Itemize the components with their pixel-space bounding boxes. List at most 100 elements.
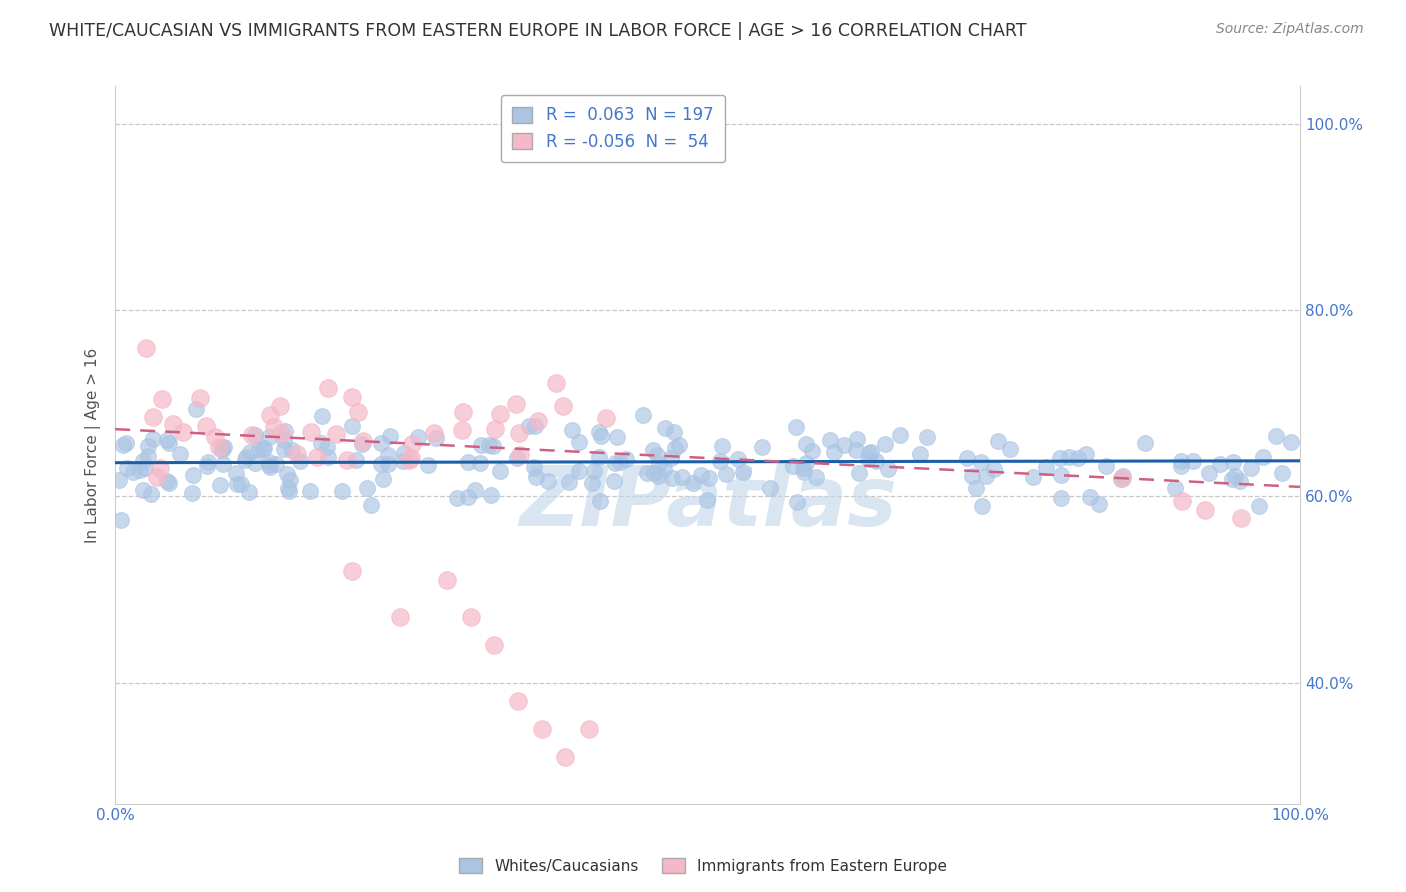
Point bbox=[823, 445, 845, 459]
Point bbox=[589, 493, 612, 508]
Point bbox=[523, 459, 546, 474]
Point bbox=[530, 722, 553, 736]
Point bbox=[481, 439, 503, 453]
Point bbox=[276, 467, 298, 481]
Point bbox=[371, 472, 394, 486]
Point bbox=[1112, 468, 1135, 483]
Point bbox=[204, 430, 226, 444]
Point bbox=[970, 454, 993, 468]
Point bbox=[652, 461, 675, 475]
Point bbox=[581, 475, 603, 490]
Point bbox=[136, 449, 159, 463]
Point bbox=[259, 409, 281, 423]
Point bbox=[583, 464, 606, 478]
Point bbox=[875, 436, 897, 450]
Point bbox=[209, 477, 232, 491]
Point bbox=[609, 455, 631, 469]
Point bbox=[1279, 435, 1302, 450]
Point bbox=[793, 466, 815, 480]
Point bbox=[114, 436, 136, 450]
Point bbox=[786, 495, 808, 509]
Point bbox=[290, 454, 312, 468]
Point bbox=[759, 481, 782, 495]
Point bbox=[1087, 497, 1109, 511]
Legend: R =  0.063  N = 197, R = -0.056  N =  54: R = 0.063 N = 197, R = -0.056 N = 54 bbox=[501, 95, 725, 162]
Point bbox=[716, 467, 738, 481]
Point bbox=[188, 391, 211, 405]
Point bbox=[132, 454, 155, 468]
Point bbox=[846, 432, 869, 446]
Point bbox=[233, 453, 256, 467]
Point bbox=[169, 447, 191, 461]
Point bbox=[488, 464, 510, 478]
Point bbox=[186, 401, 208, 416]
Point bbox=[697, 470, 720, 484]
Point bbox=[401, 437, 423, 451]
Point bbox=[315, 440, 337, 454]
Point bbox=[388, 610, 411, 624]
Point bbox=[225, 476, 247, 491]
Point bbox=[489, 407, 512, 421]
Point bbox=[450, 424, 472, 438]
Point bbox=[108, 474, 131, 488]
Point bbox=[1035, 460, 1057, 475]
Point bbox=[956, 450, 979, 465]
Point bbox=[311, 409, 333, 424]
Point bbox=[834, 438, 856, 452]
Point bbox=[910, 447, 932, 461]
Point bbox=[696, 493, 718, 508]
Point bbox=[370, 435, 392, 450]
Point bbox=[1240, 460, 1263, 475]
Point bbox=[1170, 454, 1192, 468]
Point bbox=[970, 499, 993, 513]
Point bbox=[252, 442, 274, 456]
Point bbox=[195, 458, 218, 473]
Point bbox=[457, 455, 479, 469]
Point bbox=[240, 428, 263, 442]
Point bbox=[340, 419, 363, 434]
Point bbox=[1170, 459, 1192, 474]
Point bbox=[280, 443, 302, 458]
Point bbox=[243, 428, 266, 442]
Point bbox=[380, 429, 402, 443]
Point bbox=[1050, 491, 1073, 506]
Point bbox=[157, 475, 180, 490]
Point bbox=[848, 466, 870, 480]
Point bbox=[277, 481, 299, 495]
Point bbox=[136, 439, 159, 453]
Point bbox=[150, 392, 173, 406]
Text: Source: ZipAtlas.com: Source: ZipAtlas.com bbox=[1216, 22, 1364, 37]
Point bbox=[595, 411, 617, 425]
Point bbox=[183, 468, 205, 483]
Point bbox=[965, 481, 987, 495]
Point bbox=[845, 442, 868, 457]
Point bbox=[544, 376, 567, 390]
Point bbox=[1223, 469, 1246, 483]
Point bbox=[616, 452, 638, 467]
Point bbox=[257, 455, 280, 469]
Point bbox=[211, 442, 233, 457]
Point bbox=[377, 448, 399, 462]
Point bbox=[1247, 499, 1270, 513]
Point bbox=[794, 437, 817, 451]
Point bbox=[129, 463, 152, 477]
Point bbox=[727, 452, 749, 467]
Point bbox=[156, 474, 179, 488]
Point bbox=[270, 426, 292, 441]
Point bbox=[135, 341, 157, 355]
Point bbox=[257, 458, 280, 473]
Point bbox=[425, 431, 447, 445]
Point bbox=[484, 421, 506, 435]
Point bbox=[524, 470, 547, 484]
Point bbox=[858, 446, 880, 460]
Point bbox=[299, 425, 322, 439]
Point bbox=[801, 444, 824, 458]
Point bbox=[436, 573, 458, 587]
Point bbox=[316, 450, 339, 465]
Point bbox=[340, 390, 363, 404]
Point bbox=[889, 428, 911, 442]
Point bbox=[264, 457, 287, 471]
Point bbox=[181, 486, 204, 500]
Point bbox=[508, 425, 530, 440]
Point bbox=[578, 722, 600, 736]
